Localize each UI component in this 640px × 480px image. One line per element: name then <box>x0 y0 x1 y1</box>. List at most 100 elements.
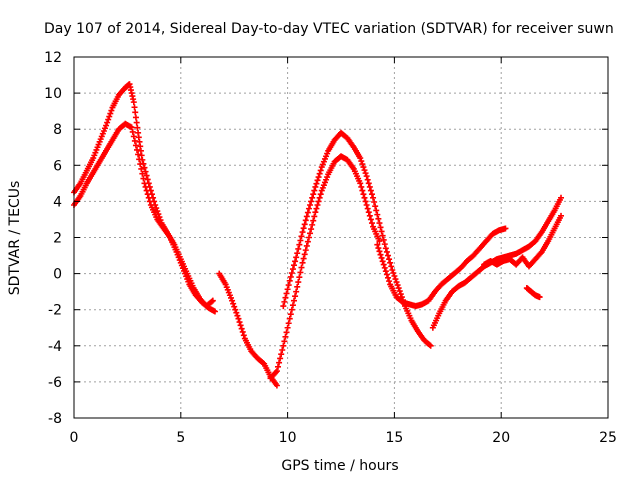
x-tick-label: 0 <box>70 430 79 446</box>
data-point <box>278 351 285 358</box>
data-point <box>211 308 218 315</box>
data-point <box>427 342 434 349</box>
data-point <box>367 216 374 223</box>
data-point <box>389 266 396 273</box>
data-point <box>317 191 324 198</box>
data-point <box>371 199 378 206</box>
data-point <box>363 173 370 180</box>
series-track-2 <box>71 81 216 310</box>
data-point <box>384 274 391 281</box>
data-point <box>364 176 371 183</box>
x-tick-label: 10 <box>279 430 297 446</box>
data-point <box>379 258 386 265</box>
data-point <box>314 202 321 209</box>
data-point <box>381 241 388 248</box>
series-track-8 <box>481 212 565 270</box>
data-point <box>368 220 375 227</box>
data-point <box>289 266 296 273</box>
data-point <box>380 236 387 243</box>
data-point <box>300 255 307 262</box>
data-point <box>298 264 305 271</box>
series-track-3 <box>216 270 280 389</box>
chart-title: Day 107 of 2014, Sidereal Day-to-day VTE… <box>44 21 614 37</box>
data-point <box>312 183 319 190</box>
data-point <box>103 122 110 129</box>
data-point <box>130 133 137 140</box>
data-point <box>301 221 308 228</box>
data-point <box>388 263 395 270</box>
data-point <box>282 294 289 301</box>
data-point <box>235 315 242 322</box>
data-point <box>240 332 247 339</box>
data-point <box>558 194 565 201</box>
data-point <box>359 161 366 168</box>
data-point <box>395 285 402 292</box>
data-point <box>378 254 385 261</box>
data-point <box>310 191 317 198</box>
data-point <box>363 202 370 209</box>
series-track-5 <box>280 129 434 349</box>
data-point <box>377 251 384 258</box>
data-point <box>305 205 312 212</box>
data-point <box>284 286 291 293</box>
data-point <box>140 175 147 182</box>
data-point <box>296 274 303 281</box>
data-point <box>133 119 140 126</box>
data-point <box>391 273 398 280</box>
data-point <box>280 303 287 310</box>
data-point <box>234 312 241 319</box>
data-point <box>156 214 163 221</box>
data-point <box>138 165 145 172</box>
data-point <box>373 207 380 214</box>
data-point <box>273 382 280 389</box>
data-point <box>374 241 381 248</box>
data-point <box>384 252 391 259</box>
data-point <box>357 155 364 162</box>
data-point <box>281 298 288 305</box>
x-axis-label: GPS time / hours <box>281 458 398 474</box>
series-track-1 <box>71 120 218 315</box>
data-point <box>359 187 366 194</box>
data-point <box>382 268 389 275</box>
data-point <box>104 119 111 126</box>
data-point <box>139 170 146 177</box>
data-point <box>361 167 368 174</box>
data-point <box>288 269 295 276</box>
data-point <box>140 160 147 167</box>
data-point <box>105 116 112 123</box>
data-point <box>297 269 304 276</box>
data-point <box>367 187 374 194</box>
data-point <box>313 180 320 187</box>
data-point <box>294 283 301 290</box>
data-point <box>308 198 315 205</box>
data-point <box>209 297 216 304</box>
data-point <box>294 250 301 257</box>
data-point <box>302 247 309 254</box>
data-point <box>288 306 295 313</box>
data-point <box>106 113 113 120</box>
data-point <box>142 168 149 175</box>
data-point <box>108 107 115 114</box>
data-point <box>297 237 304 244</box>
data-point <box>276 359 283 366</box>
data-point <box>208 298 215 305</box>
data-point <box>132 109 139 116</box>
data-point <box>382 245 389 252</box>
data-point <box>298 233 305 240</box>
data-point <box>358 183 365 190</box>
data-point <box>376 220 383 227</box>
data-points <box>71 81 565 389</box>
data-point <box>155 211 162 218</box>
data-point <box>132 142 139 149</box>
data-point <box>260 359 267 366</box>
data-point <box>236 319 243 326</box>
data-point <box>381 264 388 271</box>
data-point <box>147 187 154 194</box>
data-point <box>536 294 543 301</box>
data-point <box>286 277 293 284</box>
data-point <box>426 341 433 348</box>
data-point <box>357 180 364 187</box>
data-point <box>379 232 386 239</box>
data-point <box>139 156 146 163</box>
data-point <box>380 261 387 268</box>
